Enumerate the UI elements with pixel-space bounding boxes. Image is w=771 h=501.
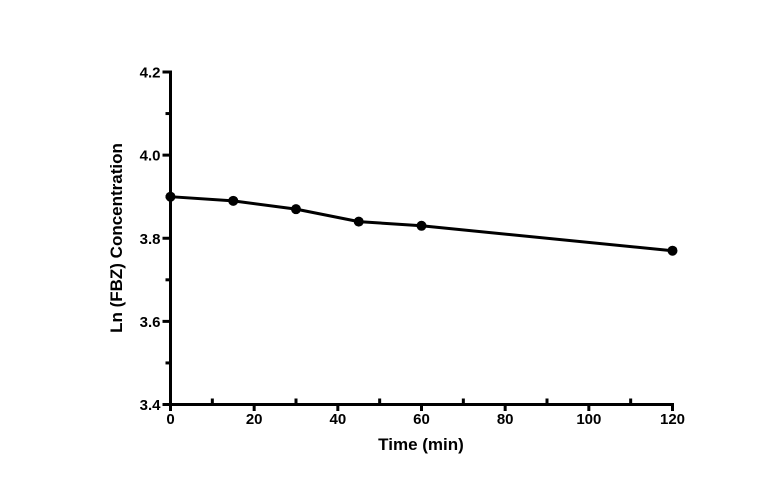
series-line [170,195,673,253]
data-point [416,220,427,231]
x-tick-label: 0 [166,411,174,428]
data-point [228,195,239,206]
x-tick-label: 20 [246,411,263,428]
data-point [165,191,176,202]
data-point [667,245,678,256]
x-tick-label: 40 [329,411,346,428]
y-tick-label: 4.2 [140,65,161,82]
x-axis-title: Time (min) [378,435,464,454]
y-tick-label: 4.0 [140,148,161,165]
data-point [291,204,301,215]
axes-layer: 0 20 40 60 80 100 120 3.4 3.6 3.8 4.0 4.2 [140,65,685,429]
y-tick-label: 3.6 [140,314,161,331]
y-axis-title: Ln (FBZ) Concentration [107,143,126,333]
data-point [353,216,364,227]
series-layer [165,191,678,256]
x-tick-label: 60 [413,411,430,428]
x-tick-label: 120 [660,411,685,428]
x-tick-label: 100 [576,411,601,428]
y-tick-label: 3.4 [140,397,162,414]
y-tick-label: 3.8 [140,231,161,248]
x-tick-label: 80 [497,411,514,428]
